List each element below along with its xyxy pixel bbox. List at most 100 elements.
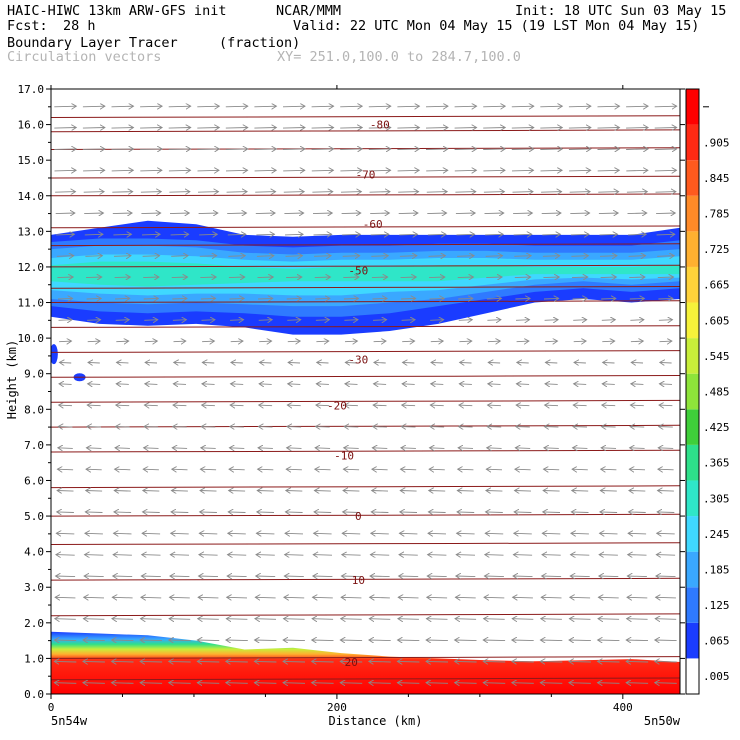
circulation-vector xyxy=(572,469,588,470)
circulation-vector xyxy=(456,555,476,556)
circulation-vector xyxy=(85,256,102,257)
circulation-vector xyxy=(599,256,617,257)
circulation-vector xyxy=(255,597,276,598)
colorbar-label: .065 xyxy=(703,635,730,648)
circulation-vector xyxy=(82,128,105,129)
circulation-vector xyxy=(545,384,558,385)
y-tick-label: 8.0 xyxy=(24,403,44,416)
circulation-vector xyxy=(54,683,77,684)
circulation-vector xyxy=(200,469,217,470)
circulation-vector xyxy=(599,234,618,235)
circulation-vector xyxy=(541,619,562,620)
circulation-vector xyxy=(487,427,502,428)
circulation-vector xyxy=(430,405,444,406)
circulation-vector xyxy=(371,256,388,257)
circulation-vector xyxy=(430,341,443,342)
circulation-vector xyxy=(626,106,648,107)
circulation-vector xyxy=(484,597,505,598)
circulation-vector xyxy=(285,533,304,534)
circulation-vector xyxy=(229,448,245,449)
circulation-vector xyxy=(428,555,447,556)
circulation-vector xyxy=(600,512,618,513)
circulation-vector xyxy=(311,170,334,171)
circulation-vector xyxy=(112,192,132,193)
circulation-vector xyxy=(658,320,673,321)
circulation-vector xyxy=(58,448,73,449)
circulation-vector xyxy=(543,298,559,299)
circulation-vector xyxy=(140,192,161,193)
colorbar-segment xyxy=(686,587,699,623)
circulation-vector xyxy=(428,256,446,257)
circulation-vector xyxy=(573,448,588,449)
circulation-vector xyxy=(112,619,134,620)
circulation-vector xyxy=(573,320,587,321)
contour-label: 20 xyxy=(345,656,358,669)
circulation-vector xyxy=(314,533,332,534)
circulation-vector xyxy=(368,128,391,129)
circulation-vector xyxy=(657,533,675,534)
circulation-vector xyxy=(257,277,274,278)
circulation-vector xyxy=(488,405,501,406)
isotherm-line-5 xyxy=(51,513,680,517)
circulation-vector xyxy=(540,640,563,641)
y-tick-label: 10.0 xyxy=(18,332,45,345)
isotherm-line-1 xyxy=(51,656,680,659)
circulation-vector xyxy=(315,448,331,449)
circulation-vector xyxy=(399,256,417,257)
circulation-vector xyxy=(545,405,559,406)
circulation-vector xyxy=(168,170,191,171)
circulation-vector xyxy=(169,192,190,193)
circulation-vector xyxy=(401,448,416,449)
circulation-vector xyxy=(284,576,304,577)
circulation-vector xyxy=(513,555,533,556)
circulation-vector xyxy=(544,320,559,321)
circulation-vector xyxy=(111,106,134,107)
circulation-vector xyxy=(571,512,589,513)
circulation-vector xyxy=(59,384,72,385)
isotherm-line-13 xyxy=(51,300,680,303)
circulation-vector xyxy=(399,533,418,534)
circulation-vector xyxy=(401,298,416,299)
colorbar-segment xyxy=(686,373,699,410)
circulation-vector xyxy=(199,555,218,556)
colorbar-label: .725 xyxy=(703,243,730,256)
circulation-vector xyxy=(173,427,187,428)
circulation-vector xyxy=(368,106,391,107)
circulation-vector xyxy=(402,341,414,342)
colorbar-segment xyxy=(686,338,699,374)
circulation-vector xyxy=(258,427,273,428)
circulation-vector xyxy=(429,491,446,492)
circulation-vector xyxy=(201,427,216,428)
circulation-vector xyxy=(226,683,248,684)
circulation-vector xyxy=(542,234,560,235)
circulation-vector xyxy=(627,619,648,620)
y-tick-label: 9.0 xyxy=(24,368,44,381)
circulation-vector xyxy=(369,192,390,193)
circulation-vector xyxy=(256,576,276,577)
circulation-vector xyxy=(542,533,561,534)
circulation-vector xyxy=(372,320,387,321)
circulation-vector xyxy=(374,384,387,385)
circulation-vector xyxy=(597,170,620,171)
circulation-vector xyxy=(227,576,247,577)
circulation-vector xyxy=(55,597,76,598)
circulation-vector xyxy=(141,576,161,577)
circulation-vector xyxy=(430,427,445,428)
y-tick-label: 15.0 xyxy=(18,154,45,167)
y-tick-label: 4.0 xyxy=(24,546,44,559)
circulation-vector xyxy=(114,277,131,278)
circulation-vector xyxy=(172,298,187,299)
circulation-vector xyxy=(311,128,334,129)
circulation-vector xyxy=(658,469,674,470)
circulation-vector xyxy=(629,298,645,299)
circulation-vector xyxy=(545,341,557,342)
circulation-vector xyxy=(112,213,132,214)
circulation-vector xyxy=(626,170,648,171)
circulation-vector xyxy=(314,491,331,492)
circulation-vector xyxy=(656,555,676,556)
circulation-vector xyxy=(626,128,648,129)
circulation-vector xyxy=(199,533,218,534)
circulation-vector xyxy=(145,384,158,385)
circulation-vector xyxy=(570,234,589,235)
